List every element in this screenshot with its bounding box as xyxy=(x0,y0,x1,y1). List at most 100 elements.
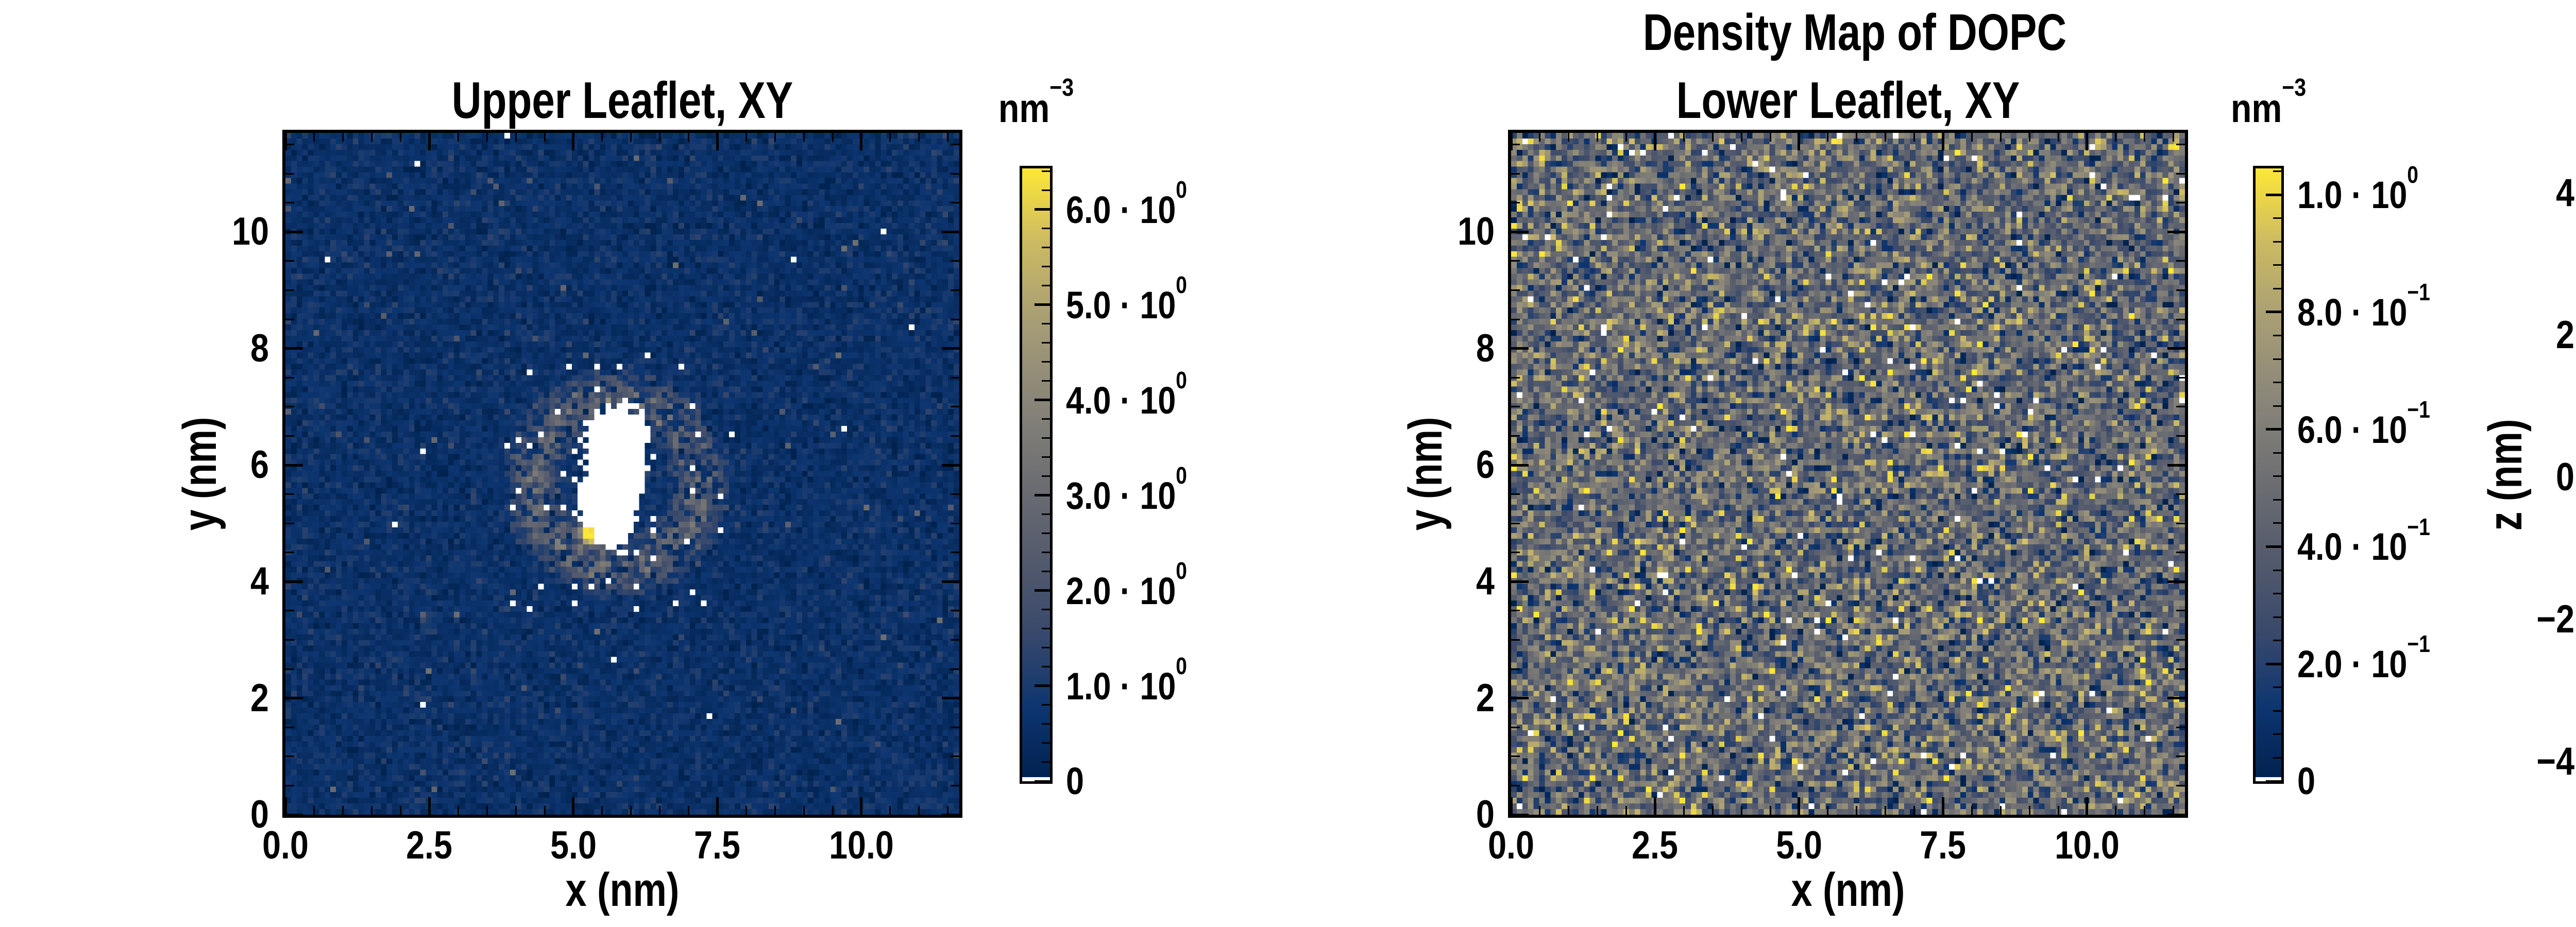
tick-mark xyxy=(1511,318,1520,320)
unit-exponent: −3 xyxy=(1049,73,1074,101)
tick-mark xyxy=(942,580,959,583)
x-axis-label-upper-leaflet: x (nm) xyxy=(565,864,680,916)
colorbar-tick xyxy=(1042,418,1050,420)
tick-mark xyxy=(1941,797,1944,815)
tick-mark xyxy=(1913,133,1916,142)
tick-mark xyxy=(1511,668,1520,670)
tick-mark xyxy=(1568,133,1570,142)
tick-mark xyxy=(285,406,294,408)
tick-mark xyxy=(2057,806,2059,815)
tick-mark xyxy=(889,133,891,142)
unit-base: nm xyxy=(998,85,1050,131)
tick-mark xyxy=(1971,133,1973,142)
x-tick-label: 0.0 xyxy=(1488,823,1534,867)
tick-mark xyxy=(1999,806,2002,815)
x-tick-label: 7.5 xyxy=(694,823,741,867)
tick-mark xyxy=(285,464,303,467)
tick-mark xyxy=(284,797,287,815)
colorbar-tick xyxy=(1042,742,1050,744)
colorbar-tick xyxy=(1035,303,1050,306)
colorbar-under-strip xyxy=(1022,777,1050,781)
tick-mark xyxy=(2057,133,2059,142)
colorbar-tick xyxy=(1042,437,1050,439)
tick-mark xyxy=(1653,133,1656,150)
colorbar-lower-leaflet-xy xyxy=(2253,166,2284,784)
tick-mark xyxy=(951,493,959,495)
x-tick-label: 5.0 xyxy=(550,823,597,867)
tick-mark xyxy=(951,552,959,554)
tick-mark xyxy=(1740,806,1742,815)
colorbar-tick xyxy=(1042,170,1050,173)
tick-mark xyxy=(1511,639,1520,641)
colorbar-tick xyxy=(1042,704,1050,706)
tick-mark xyxy=(285,289,294,291)
tick-mark xyxy=(544,133,546,142)
tick-mark xyxy=(2167,347,2185,350)
tick-mark xyxy=(2028,133,2030,142)
tick-mark xyxy=(2167,580,2185,583)
tick-mark xyxy=(2115,133,2117,142)
tick-mark xyxy=(428,797,431,815)
y-tick-label: −4 xyxy=(2536,739,2574,783)
y-tick-label: 4 xyxy=(2556,170,2574,215)
tick-mark xyxy=(951,144,959,146)
y-tick-label: 10 xyxy=(232,210,269,254)
tick-mark xyxy=(601,806,603,815)
tick-mark xyxy=(1511,493,1520,495)
tick-mark xyxy=(457,133,459,142)
tick-mark xyxy=(1539,806,1541,815)
tick-mark xyxy=(889,806,891,815)
tick-mark xyxy=(285,552,294,554)
tick-mark xyxy=(572,133,575,150)
tick-mark xyxy=(659,133,661,142)
tick-mark xyxy=(1511,376,1520,379)
tick-mark xyxy=(2176,784,2185,786)
tick-mark xyxy=(2176,376,2185,379)
tick-mark xyxy=(1683,133,1685,142)
colorbar-tick xyxy=(2273,264,2281,266)
axes-upper-leaflet-xy xyxy=(282,130,962,818)
tick-mark xyxy=(284,133,287,150)
colorbar-tick-label: 6.0 · 100 xyxy=(1066,176,1187,231)
colorbar-tick xyxy=(1042,552,1050,554)
y-tick-label: 2 xyxy=(250,676,269,720)
tick-mark xyxy=(486,133,488,142)
colorbar-tick xyxy=(2266,545,2281,548)
colorbar-tick xyxy=(1042,475,1050,477)
tick-mark xyxy=(1711,133,1714,142)
tick-mark xyxy=(1511,813,1529,816)
tick-mark xyxy=(2144,133,2146,142)
colorbar-tick xyxy=(2273,757,2281,759)
tick-mark xyxy=(860,797,863,815)
tick-mark xyxy=(285,347,303,350)
tick-mark xyxy=(942,697,959,700)
tick-mark xyxy=(2176,260,2185,262)
tick-mark xyxy=(2144,806,2146,815)
panel-title-upper-leaflet: Upper Leaflet, XY xyxy=(451,72,793,129)
tick-mark xyxy=(2086,133,2089,150)
tick-mark xyxy=(285,610,294,612)
tick-mark xyxy=(832,133,834,142)
colorbar-tick xyxy=(1035,399,1050,402)
colorbar-tick xyxy=(2266,193,2281,196)
tick-mark xyxy=(2176,435,2185,437)
tick-mark xyxy=(285,435,294,437)
colorbar-tick xyxy=(1035,684,1050,688)
tick-mark xyxy=(716,797,719,815)
x-tick-label: 2.5 xyxy=(1632,823,1679,867)
colorbar-tick xyxy=(1035,208,1050,211)
tick-mark xyxy=(515,133,517,142)
tick-mark xyxy=(774,806,776,815)
tick-mark xyxy=(572,797,575,815)
colorbar-tick xyxy=(1035,780,1050,783)
y-tick-label: 6 xyxy=(250,443,269,487)
colorbar-tick xyxy=(1042,247,1050,249)
tick-mark xyxy=(2173,133,2175,142)
unit-exponent: −3 xyxy=(2282,73,2307,101)
tick-mark xyxy=(1511,580,1529,583)
colorbar-tick xyxy=(2273,499,2281,501)
tick-mark xyxy=(2176,726,2185,728)
colorbar-tick xyxy=(1042,380,1050,382)
colorbar-tick xyxy=(2273,405,2281,407)
colorbar-tick xyxy=(1042,456,1050,458)
